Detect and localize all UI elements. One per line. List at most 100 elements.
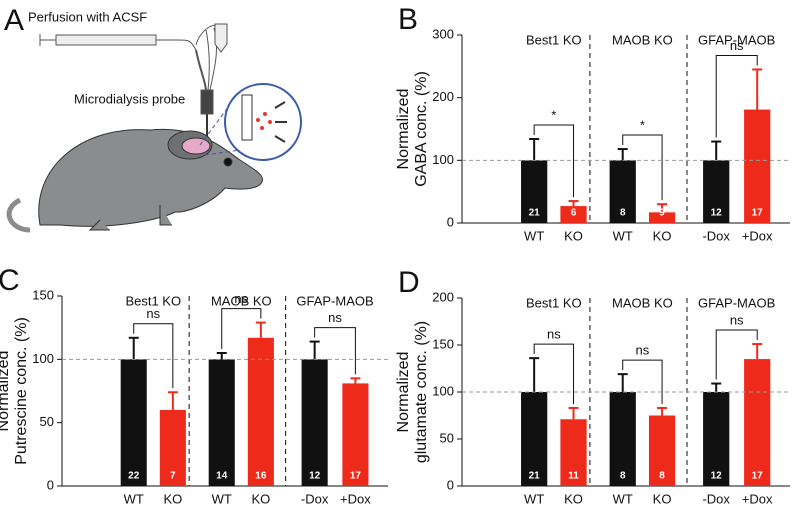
n-label: 17 <box>752 471 764 482</box>
y-tick-label: 100 <box>432 152 454 167</box>
y-axis-label: Normalized <box>395 352 412 433</box>
sig-label: * <box>640 117 645 132</box>
sig-label: ns <box>547 327 561 342</box>
sig-bracket <box>221 308 262 349</box>
y-tick-label: 300 <box>432 26 454 41</box>
sig-label: ns <box>730 312 744 327</box>
n-label: 11 <box>568 471 579 482</box>
x-tick-label: KO <box>564 491 583 506</box>
n-label: 8 <box>620 208 626 219</box>
panel-a: A Perfusion with ACSF Microdialysis prob… <box>4 4 302 233</box>
sig-label: * <box>551 107 556 122</box>
bar <box>703 160 730 223</box>
x-tick-label: +Dox <box>340 491 371 506</box>
n-label: 7 <box>170 471 176 482</box>
bar <box>648 415 676 486</box>
sig-bracket <box>622 359 663 404</box>
group-label: GFAP-MAOB <box>296 293 373 308</box>
x-tick-label: +Dox <box>742 228 773 243</box>
x-tick-label: WT <box>613 228 633 243</box>
n-label: 22 <box>128 471 140 482</box>
x-tick-label: WT <box>524 491 544 506</box>
y-tick-label: 100 <box>432 383 454 398</box>
sig-bracket <box>715 54 758 138</box>
group-label: Best1 KO <box>526 32 582 47</box>
bar <box>159 410 186 486</box>
x-tick-label: KO <box>163 491 182 506</box>
x-tick-label: KO <box>564 228 583 243</box>
bar <box>521 392 548 486</box>
bar <box>703 392 730 486</box>
bar <box>247 337 274 486</box>
group-label: GFAP-MAOB <box>698 32 775 47</box>
n-label: 8 <box>659 471 665 482</box>
n-label: 17 <box>752 208 764 219</box>
n-label: 12 <box>711 471 723 482</box>
x-tick-label: WT <box>124 491 144 506</box>
y-tick-label: 50 <box>40 414 54 429</box>
sig-label: ns <box>234 291 248 306</box>
bar <box>609 160 636 223</box>
y-tick-label: 0 <box>47 477 54 492</box>
y-tick-label: 200 <box>432 289 454 304</box>
label: Perfusion with ACSF <box>28 9 147 24</box>
x-tick-label: -Dox <box>702 491 730 506</box>
n-label: 12 <box>309 471 321 482</box>
y-tick-label: 0 <box>447 477 454 492</box>
group-label: Best1 KO <box>526 295 582 310</box>
bar <box>744 359 771 486</box>
sig-label: ns <box>730 38 744 53</box>
n-label: 12 <box>711 208 723 219</box>
n-label: 9 <box>659 208 665 219</box>
sig-bracket <box>715 329 758 380</box>
y-axis-label: Putrescine conc. (%) <box>13 317 30 465</box>
x-tick-label: KO <box>251 491 270 506</box>
y-tick-label: 150 <box>32 287 54 302</box>
x-tick-label: -Dox <box>702 228 730 243</box>
y-axis-label: Normalized <box>0 351 12 432</box>
group-label: Best1 KO <box>125 293 181 308</box>
n-label: 21 <box>529 208 541 219</box>
n-label: 21 <box>529 471 541 482</box>
sig-bracket <box>314 327 356 375</box>
y-axis-label: glutamate conc. (%) <box>413 321 430 463</box>
x-tick-label: WT <box>613 491 633 506</box>
bar <box>208 359 235 486</box>
sig-label: ns <box>146 306 160 321</box>
y-tick-label: 100 <box>32 351 54 366</box>
sig-bracket <box>533 124 575 198</box>
x-tick-label: WT <box>212 491 232 506</box>
x-tick-label: WT <box>524 228 544 243</box>
n-label: 6 <box>571 208 577 219</box>
group-label: GFAP-MAOB <box>698 295 775 310</box>
sig-bracket <box>133 323 174 389</box>
n-label: 14 <box>216 471 228 482</box>
x-tick-label: KO <box>653 491 672 506</box>
x-tick-label: -Dox <box>301 491 329 506</box>
bar <box>342 383 369 486</box>
x-tick-label: +Dox <box>742 491 773 506</box>
y-axis-label: GABA conc. (%) <box>413 71 430 187</box>
y-tick-label: 0 <box>447 214 454 229</box>
y-tick-label: 50 <box>440 430 454 445</box>
y-tick-label: 200 <box>432 89 454 104</box>
n-label: 16 <box>255 471 267 482</box>
sig-bracket <box>622 134 663 201</box>
syringe <box>39 23 228 140</box>
y-tick-label: 150 <box>432 336 454 351</box>
bar <box>744 109 771 223</box>
group-label: MAOB KO <box>612 32 673 47</box>
x-tick-label: KO <box>653 228 672 243</box>
group-label: MAOB KO <box>211 293 272 308</box>
mouse <box>6 128 264 233</box>
panel-letter: D <box>398 266 420 299</box>
bar <box>648 212 676 223</box>
bar <box>609 392 636 486</box>
bar <box>560 419 587 486</box>
n-label: 8 <box>620 471 626 482</box>
panel-letter: B <box>398 3 418 36</box>
bar <box>521 160 548 223</box>
label: Microdialysis probe <box>74 91 185 106</box>
inset <box>199 83 302 161</box>
